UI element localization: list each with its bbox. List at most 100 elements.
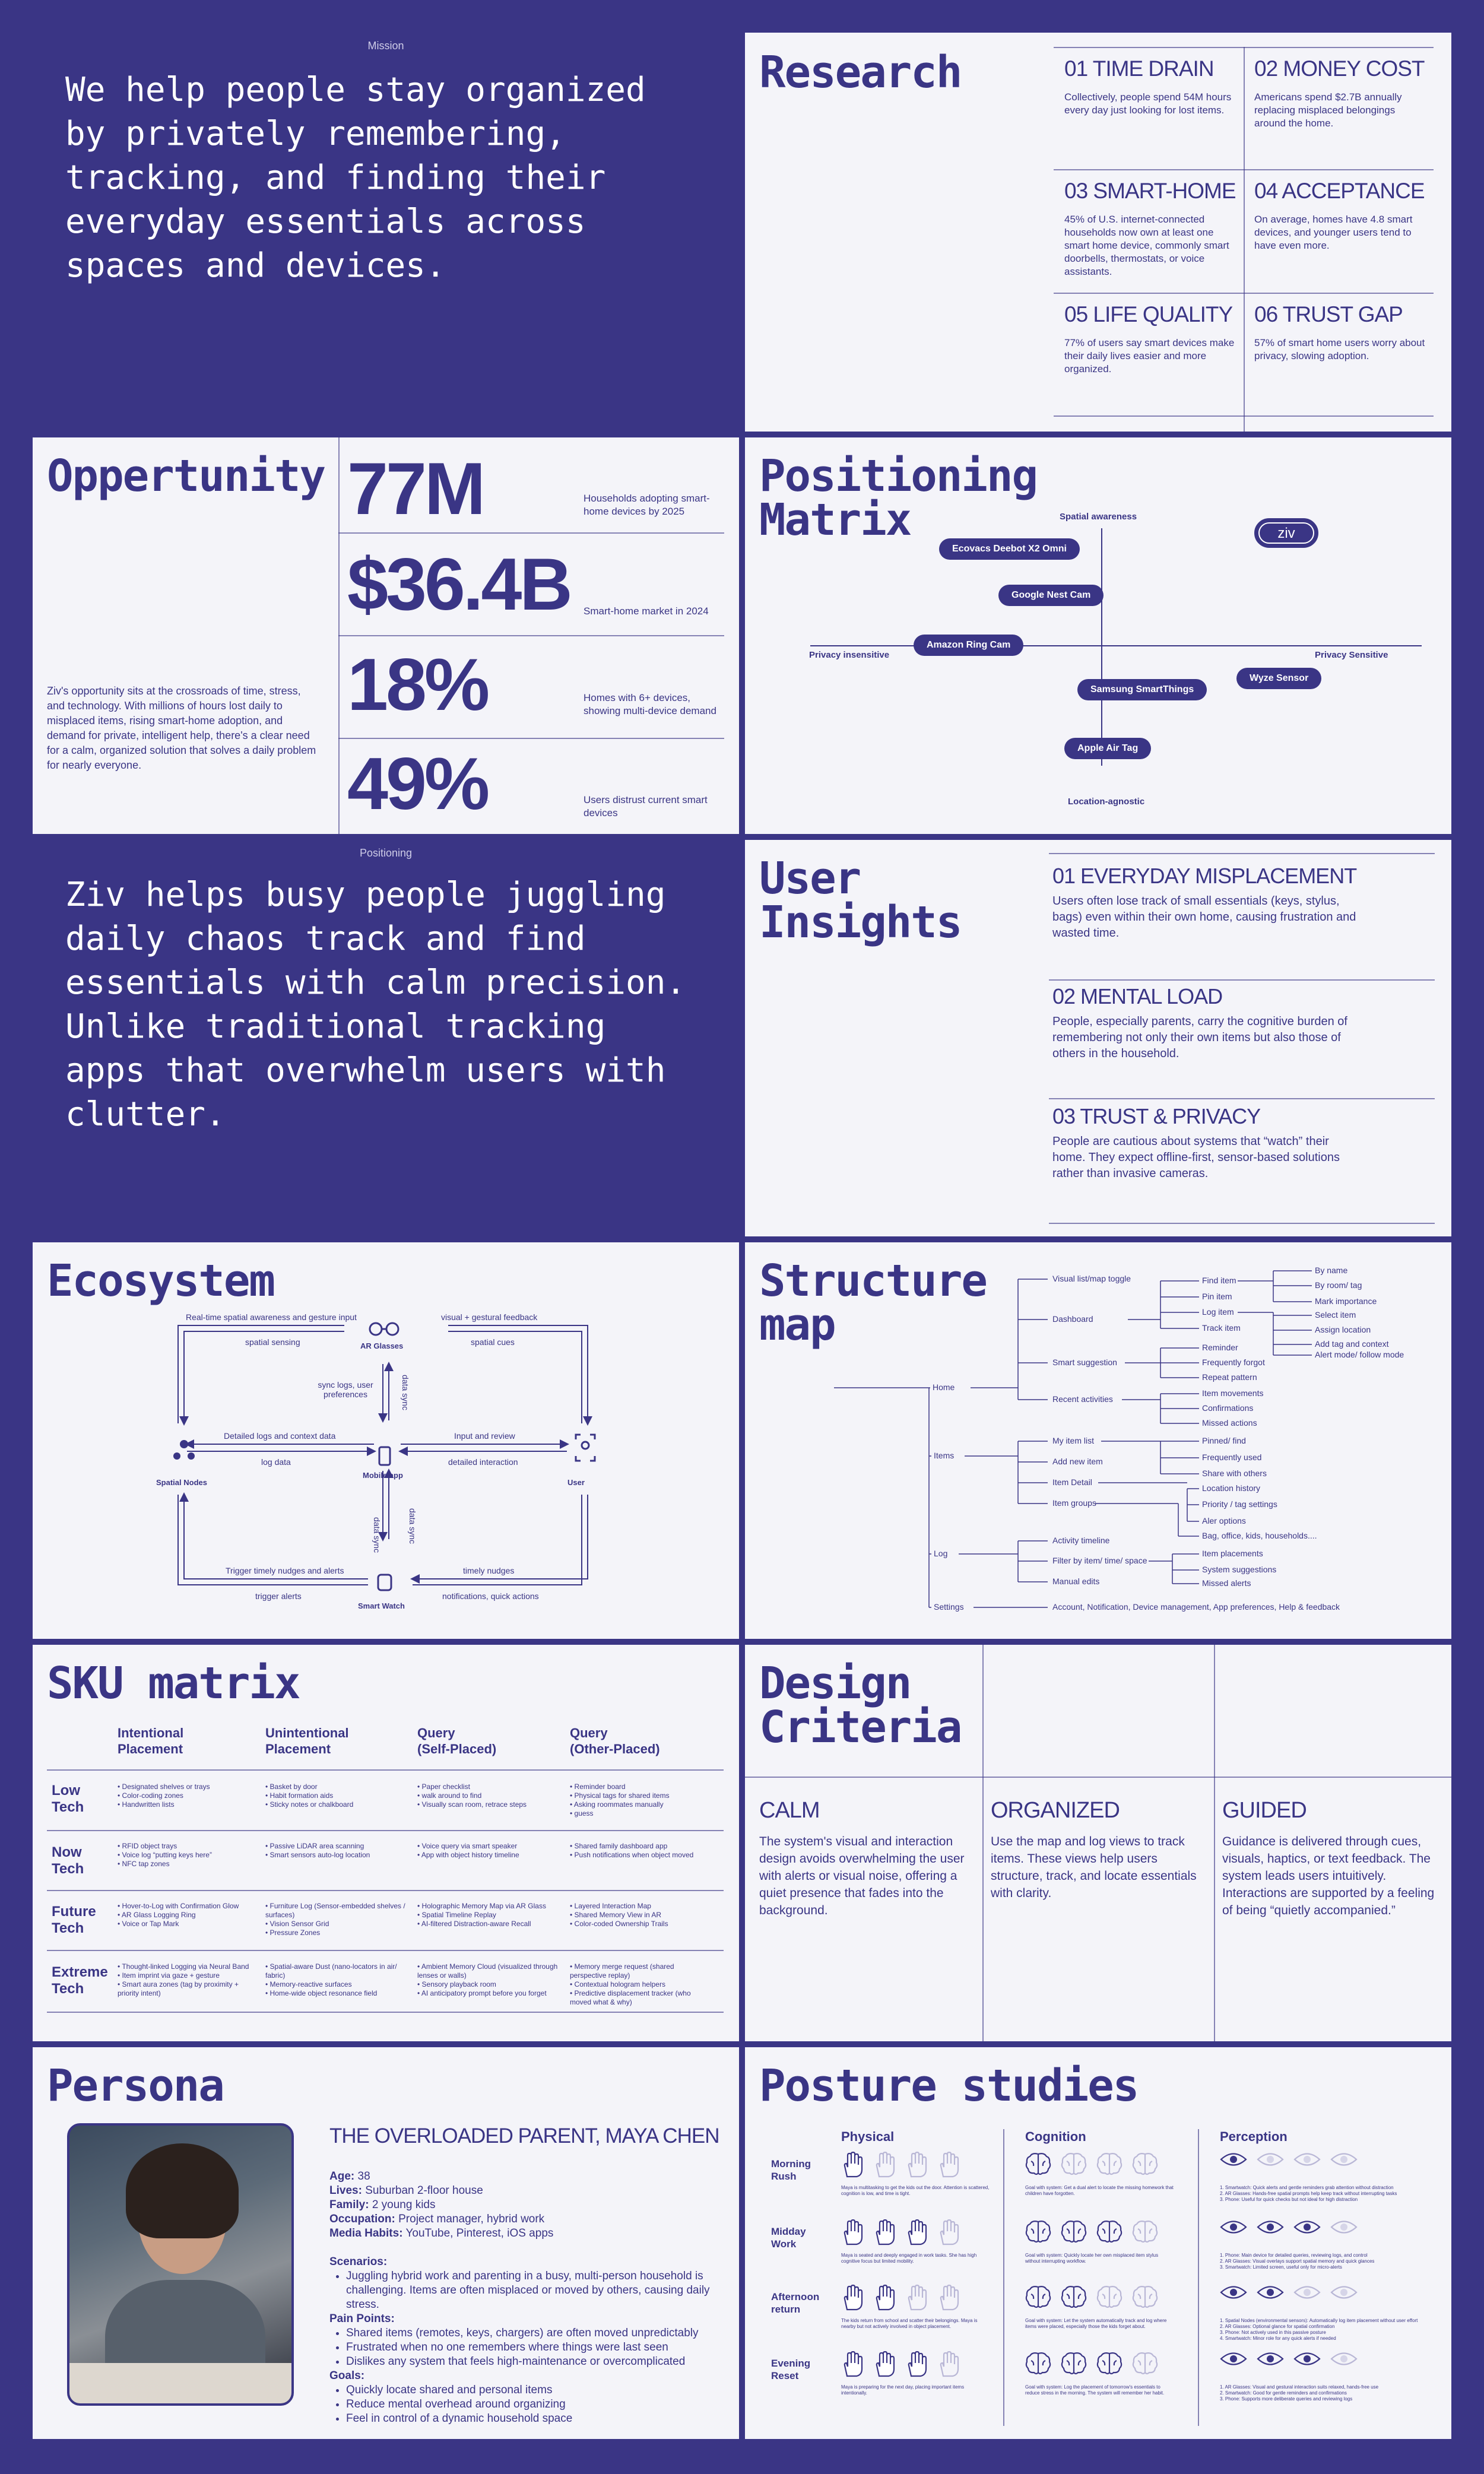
hand-icon xyxy=(841,2284,864,2314)
posture-cell-text: 1. AR Glasses: Visual and gestural inter… xyxy=(1220,2384,1379,2402)
persona-title: Persona xyxy=(47,2060,225,2111)
eye-icon xyxy=(1220,2219,1247,2238)
insight-2: 02 MENTAL LOAD People, especially parents… xyxy=(1052,984,1347,1060)
matrix-h-axis xyxy=(810,645,1422,646)
hand-icon xyxy=(905,2351,928,2380)
posture-cell-text: 1. Phone: Main device for detailed queri… xyxy=(1220,2253,1375,2270)
ar-glasses-icon xyxy=(369,1322,399,1336)
tree-node: By room/ tag xyxy=(1315,1280,1362,1290)
eye-icon xyxy=(1330,2351,1358,2370)
eco-label-8: log data xyxy=(261,1457,291,1467)
eco-label-16: notifications, quick actions xyxy=(442,1591,539,1601)
tree-node: Frequently forgot xyxy=(1202,1357,1265,1367)
tree-node: Item Detail xyxy=(1052,1477,1092,1487)
matrix-title: Positioning Matrix xyxy=(759,451,1038,545)
sku-col-3: Query (Self-Placed) xyxy=(417,1726,497,1756)
eco-label-1: Real-time spatial awareness and gesture … xyxy=(186,1312,357,1322)
stat-value-1: 77M xyxy=(347,448,486,530)
tree-node: Bag, office, kids, households.... xyxy=(1202,1531,1317,1540)
posture-cell-text: Goal with system: Log the placement of t… xyxy=(1025,2384,1165,2396)
mission-eyebrow: Mission xyxy=(367,40,404,52)
research-cell-5: 05 LIFE QUALITY 77% of users say smart de… xyxy=(1064,302,1235,375)
stat-value-3: 18% xyxy=(347,644,490,726)
eye-icon xyxy=(1293,2351,1321,2370)
hand-icon xyxy=(937,2219,960,2248)
positioning-statement: Ziv helps busy people juggling daily cha… xyxy=(65,876,686,1134)
eco-label-10: detailed interaction xyxy=(448,1457,518,1467)
tree-node: Find item xyxy=(1202,1276,1236,1285)
spatial-nodes-icon xyxy=(173,1440,195,1460)
eye-icon-set xyxy=(1220,2152,1358,2170)
eye-icon xyxy=(1220,2351,1247,2370)
positioning-eyebrow: Positioning xyxy=(359,847,413,859)
ziv-logo: ziv xyxy=(1254,518,1318,548)
user-focus-icon xyxy=(575,1433,596,1462)
sku-cell: • Reminder board • Physical tags for sha… xyxy=(570,1782,670,1818)
insight-1: 01 EVERYDAY MISPLACEMENT Users often lose… xyxy=(1052,864,1357,940)
sku-cell: • Thought-linked Logging via Neural Band… xyxy=(118,1962,249,1997)
hand-icon xyxy=(873,2219,896,2248)
tree-settings: Settings xyxy=(931,1602,966,1612)
eye-icon xyxy=(1257,2351,1284,2370)
tree-node: Activity timeline xyxy=(1052,1536,1110,1545)
posture-cell-text: 1. Smartwatch: Quick alerts and gentle r… xyxy=(1220,2185,1397,2202)
sku-col-4: Query (Other-Placed) xyxy=(570,1726,660,1756)
product-airtag: Apple Air Tag xyxy=(1064,738,1152,759)
eco-label-12: data sync xyxy=(407,1508,417,1544)
posture-cell-text: Goal with system: Quickly locate her own… xyxy=(1025,2253,1159,2264)
posture-title: Posture studies xyxy=(759,2060,1139,2111)
eco-label-3: visual + gestural feedback xyxy=(441,1312,538,1322)
sku-cell: • Hover-to-Log with Confirmation Glow • … xyxy=(118,1902,239,1928)
criteria-guided: GUIDED Guidance is delivered through cues… xyxy=(1222,1798,1435,1917)
persona-photo xyxy=(67,2123,294,2406)
posture-cell-text: Maya is preparing for the next day, plac… xyxy=(841,2384,965,2396)
eye-icon xyxy=(1293,2285,1321,2303)
posture-cell-text: 1. Spatial Nodes (environmental sensors)… xyxy=(1220,2318,1418,2341)
eco-label-14: trigger alerts xyxy=(255,1591,302,1601)
brain-icon xyxy=(1132,2152,1158,2178)
tree-node: By name xyxy=(1315,1265,1348,1275)
eco-label-15: timely nudges xyxy=(463,1566,515,1575)
persona-panel: Persona THE OVERLOADED PARENT, MAYA CHEN… xyxy=(33,2047,739,2439)
research-cell-2: 02 MONEY COST Americans spend $2.7B annua… xyxy=(1254,56,1425,129)
brain-icon xyxy=(1132,2219,1158,2246)
tree-node: Add new item xyxy=(1052,1457,1103,1466)
posture-col-cognition: Cognition xyxy=(1025,2129,1086,2144)
product-ring: Amazon Ring Cam xyxy=(914,635,1024,656)
sku-cell: • Memory merge request (shared perspecti… xyxy=(570,1962,691,2006)
opportunity-title: Oppertunity xyxy=(47,451,326,502)
eye-icon-set xyxy=(1220,2219,1358,2238)
tree-node: Location history xyxy=(1202,1483,1261,1493)
brain-icon xyxy=(1096,2285,1122,2311)
insight-3: 03 TRUST & PRIVACY People are cautious ab… xyxy=(1052,1104,1340,1180)
ecosystem-title: Ecosystem xyxy=(47,1255,275,1306)
brain-icon xyxy=(1096,2152,1122,2178)
sku-row-low: Low Tech xyxy=(52,1782,84,1815)
hand-icon-set xyxy=(841,2284,960,2314)
product-wyze: Wyze Sensor xyxy=(1236,668,1322,689)
opportunity-body: Ziv's opportunity sits at the crossroads… xyxy=(47,685,316,771)
sku-col-1: Intentional Placement xyxy=(118,1726,184,1756)
ecosystem-panel: Ecosystem xyxy=(33,1242,739,1639)
brain-icon xyxy=(1096,2219,1122,2246)
persona-details: THE OVERLOADED PARENT, MAYA CHEN Age: 38… xyxy=(329,2124,721,2426)
brain-icon xyxy=(1096,2351,1122,2378)
tree-log: Log xyxy=(931,1549,950,1558)
matrix-panel: Positioning Matrix Spatial awareness Loc… xyxy=(745,437,1451,834)
posture-row-label: Afternoon return xyxy=(771,2291,820,2315)
mission-panel: Mission We help people stay organized by… xyxy=(33,33,739,432)
criteria-calm: CALM The system's visual and interaction … xyxy=(759,1798,965,1917)
eye-icon xyxy=(1330,2219,1358,2238)
positioning-panel: Positioning Ziv helps busy people juggli… xyxy=(33,840,739,1236)
axis-top-label: Spatial awareness xyxy=(1060,512,1137,522)
ecosystem-diagram xyxy=(173,1322,596,1591)
tree-node: Account, Notification, Device management… xyxy=(1052,1602,1340,1612)
research-cell-3: 03 SMART-HOME 45% of U.S. internet-connec… xyxy=(1064,179,1236,277)
brain-icon xyxy=(1132,2351,1158,2378)
sku-row-future: Future Tech xyxy=(52,1904,96,1936)
hand-icon xyxy=(841,2151,864,2181)
eye-icon xyxy=(1257,2152,1284,2170)
sku-cell: • Voice query via smart speaker • App wi… xyxy=(417,1842,519,1859)
tree-node: Frequently used xyxy=(1202,1452,1262,1462)
sku-panel: SKU matrix Intentional Placement Uninten… xyxy=(33,1645,739,2041)
